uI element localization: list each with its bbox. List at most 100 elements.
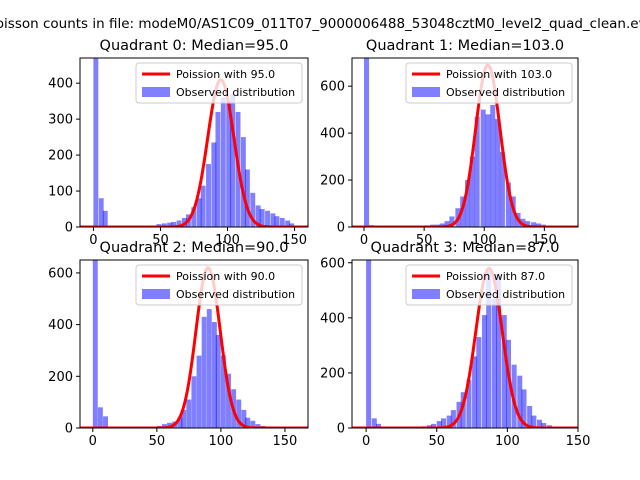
histogram-bar [98,198,104,227]
histogram-bar [485,114,491,227]
x-tick-label: 100 [472,233,497,248]
histogram-bar [270,213,276,227]
histogram-bar [177,417,183,428]
y-tick-label: 600 [320,256,345,271]
histogram-bar [211,142,217,227]
legend-line-label: Poission with 90.0 [176,270,275,283]
histogram-bar [196,198,202,227]
histogram-bar [376,423,382,428]
legend-hist-swatch [412,289,440,299]
histogram-bar [444,221,450,227]
histogram-bar [499,151,505,227]
subplot-quadrant-0: 0 50 100 150 0 100 200 300 400 Quadrant 0: Median… [48,38,309,248]
histogram-bar [161,223,167,227]
histogram-bar [531,415,537,428]
legend: Poission with 103.0 Observed distribution [405,62,573,104]
histogram-bar [240,137,246,227]
x-tick-label: 50 [428,434,445,449]
histogram-bar [226,373,231,428]
histogram-bar [490,104,496,227]
histogram-bar [250,192,256,227]
histogram-bar [541,423,547,428]
axes-frame [351,259,579,429]
figure-suptitle: Poisson counts in file: modeM0/AS1C09_01… [0,16,640,32]
histogram-bar [103,416,108,428]
subplots-grid: 0 50 100 150 0 100 200 300 400 Quadrant 0: Median… [48,38,590,449]
x-tick-label: 150 [532,233,557,248]
histogram-bar [161,424,167,428]
y-tick-label: 200 [320,366,345,381]
histogram-bar [167,222,173,227]
x-tick-label: 50 [152,233,169,248]
histogram-bar [440,418,447,428]
x-tick-label: 100 [208,434,233,449]
histogram-bar [220,97,226,227]
x-tick-label: 0 [360,233,368,248]
x-tick-label: 150 [273,434,298,449]
histogram-bar [230,93,236,227]
y-tick-label: 400 [320,311,345,326]
histogram-bar [171,221,177,227]
histogram-bar [505,182,511,227]
legend-hist-swatch [142,87,170,97]
histogram-bar [371,418,377,428]
histogram-bar [274,216,280,227]
x-tick-label: 0 [89,434,97,449]
y-tick-label: 100 [48,185,73,200]
histogram-bar [206,309,212,428]
histogram-bar [491,298,497,428]
x-tick-label: 50 [149,434,166,449]
histogram-bar [245,417,251,428]
histogram-bar [537,419,543,428]
legend: Poission with 90.0 Observed distribution [135,264,303,306]
y-tick-label: 600 [320,80,345,95]
histogram-bar [244,169,250,227]
histogram-bar [531,222,537,227]
histogram-bar [474,116,480,227]
histogram-bar [259,209,265,227]
x-tick-label: 100 [495,434,520,449]
histogram-bar [97,407,103,428]
y-tick-label: 600 [48,266,73,281]
y-tick-label: 0 [65,422,73,437]
axes-frame [351,57,579,228]
legend-line-label: Poission with 95.0 [176,68,275,81]
histogram-bar [102,210,108,227]
x-tick-label: 150 [282,233,307,248]
legend-line-label: Poission with 103.0 [446,68,552,81]
histogram-bar [476,337,482,428]
histogram-bar [495,119,501,227]
histogram-bar [496,273,502,428]
legend-hist-label: Observed distribution [176,86,295,99]
histogram-bar [535,223,541,227]
histogram-bar [505,339,511,428]
histogram-bar [469,156,475,227]
histogram-bar [93,58,99,227]
histogram-bar [465,180,471,227]
plot-area [80,58,308,227]
histogram-bar [460,392,466,428]
histogram-bar [472,356,478,428]
legend-line-label: Poission with 87.0 [446,270,545,283]
histogram-bar [486,271,492,428]
y-tick-label: 200 [320,174,345,189]
y-tick-label: 400 [320,127,345,142]
y-tick-label: 0 [337,221,345,236]
histogram-bar [206,164,211,227]
y-tick-label: 200 [48,149,73,164]
histogram-bar [265,210,270,227]
histogram-bar [366,260,372,428]
legend-box [135,62,303,104]
histogram-bar [181,409,187,428]
histogram-bar [191,207,197,227]
subplot-quadrant-1: 0 50 100 150 0 200 400 600 Quadrant 1: Median=10… [320,38,579,248]
poisson-curve-line [80,266,308,428]
legend-hist-swatch [142,289,170,299]
subplot-quadrant-2: 0 50 100 150 0 200 400 600 Quadrant 2: Median=90… [48,240,309,449]
x-tick-label: 100 [215,233,240,248]
histogram-bar [215,334,221,428]
legend-hist-swatch [412,87,440,97]
x-tick-label: 150 [566,434,591,449]
y-tick-label: 300 [48,113,73,128]
x-tick-label: 0 [89,233,97,248]
